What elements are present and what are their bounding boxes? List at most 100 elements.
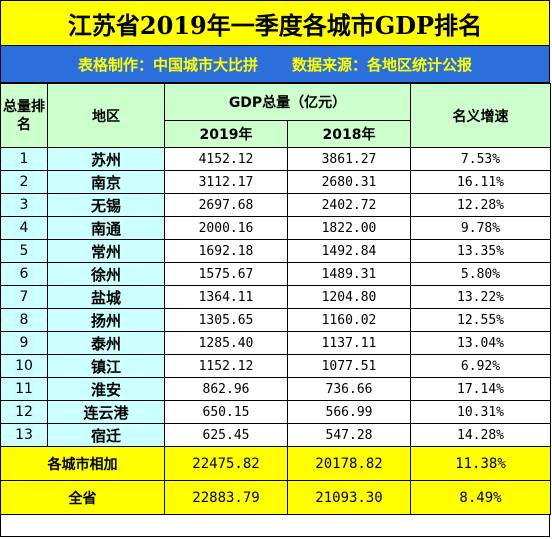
city-cell: 徐州 <box>47 262 165 286</box>
data-source-credit: 数据来源：各地区统计公报 <box>292 55 473 74</box>
growth-cell: 10.31% <box>410 400 551 424</box>
year-2018-header: 2018年 <box>287 120 411 148</box>
total-2019-cell: 22883.79 <box>164 480 288 515</box>
city-cell: 常州 <box>47 239 165 263</box>
city-cell: 泰州 <box>47 331 165 355</box>
table-row: 8 扬州 1305.65 1160.02 12.55% <box>0 308 551 332</box>
gdp-2018-cell: 566.99 <box>287 400 411 424</box>
gdp-2019-cell: 4152.12 <box>164 147 288 171</box>
city-cell: 淮安 <box>47 377 165 401</box>
total-2019-cell: 22475.82 <box>164 446 288 481</box>
subtitle-bar: 表格制作：中国城市大比拼 数据来源：各地区统计公报 <box>1 46 549 83</box>
total-growth-cell: 11.38% <box>410 446 551 481</box>
gdp-2018-cell: 1137.11 <box>287 331 411 355</box>
rank-cell: 12 <box>0 400 48 424</box>
gdp-2018-cell: 1160.02 <box>287 308 411 332</box>
gdp-ranking-table: 总量排名 地区 GDP总量（亿元） 名义增速 2019年 2018年 1 苏州 41… <box>0 83 551 515</box>
gdp-2019-cell: 1575.67 <box>164 262 288 286</box>
rank-cell: 7 <box>0 285 48 309</box>
gdp-2018-cell: 1492.84 <box>287 239 411 263</box>
table-row: 9 泰州 1285.40 1137.11 13.04% <box>0 331 551 355</box>
growth-cell: 5.80% <box>410 262 551 286</box>
gdp-2018-cell: 1822.00 <box>287 216 411 240</box>
growth-cell: 6.92% <box>410 354 551 378</box>
gdp-2018-cell: 547.28 <box>287 423 411 447</box>
growth-cell: 16.11% <box>410 170 551 194</box>
rank-cell: 3 <box>0 193 48 217</box>
header-subrow: 2019年 2018年 <box>1 120 551 148</box>
region-header: 地区 <box>47 83 165 148</box>
gdp-2019-cell: 1364.11 <box>164 285 288 309</box>
rank-cell: 9 <box>0 331 48 355</box>
year-2019-header: 2019年 <box>164 120 288 148</box>
gdp-2019-cell: 862.96 <box>164 377 288 401</box>
gdp-2018-cell: 1204.80 <box>287 285 411 309</box>
gdp-2018-cell: 3861.27 <box>287 147 411 171</box>
table-row: 11 淮安 862.96 736.66 17.14% <box>0 377 551 401</box>
city-cell: 南通 <box>47 216 165 240</box>
gdp-2019-cell: 1692.18 <box>164 239 288 263</box>
growth-cell: 13.35% <box>410 239 551 263</box>
table-row: 7 盐城 1364.11 1204.80 13.22% <box>0 285 551 309</box>
growth-cell: 13.04% <box>410 331 551 355</box>
total-row: 全省 22883.79 21093.30 8.49% <box>0 480 551 515</box>
total-label-cell: 全省 <box>0 480 165 515</box>
table-row: 1 苏州 4152.12 3861.27 7.53% <box>0 147 551 171</box>
table-maker-credit: 表格制作：中国城市大比拼 <box>77 55 258 74</box>
growth-cell: 14.28% <box>410 423 551 447</box>
gdp-2019-cell: 1152.12 <box>164 354 288 378</box>
city-cell: 扬州 <box>47 308 165 332</box>
growth-header: 名义增速 <box>410 83 551 148</box>
gdp-2019-cell: 625.45 <box>164 423 288 447</box>
gdp-2018-cell: 2680.31 <box>287 170 411 194</box>
total-2018-cell: 20178.82 <box>287 446 411 481</box>
table-row: 12 连云港 650.15 566.99 10.31% <box>0 400 551 424</box>
gdp-2019-cell: 3112.17 <box>164 170 288 194</box>
gdp-group-header: GDP总量（亿元） <box>164 83 411 121</box>
table-row: 5 常州 1692.18 1492.84 13.35% <box>0 239 551 263</box>
growth-cell: 12.55% <box>410 308 551 332</box>
city-cell: 苏州 <box>47 147 165 171</box>
total-row: 各城市相加 22475.82 20178.82 11.38% <box>0 446 551 481</box>
growth-cell: 7.53% <box>410 147 551 171</box>
city-cell: 盐城 <box>47 285 165 309</box>
gdp-2018-cell: 1077.51 <box>287 354 411 378</box>
city-cell: 镇江 <box>47 354 165 378</box>
gdp-2018-cell: 736.66 <box>287 377 411 401</box>
gdp-2018-cell: 1489.31 <box>287 262 411 286</box>
table-row: 10 镇江 1152.12 1077.51 6.92% <box>0 354 551 378</box>
total-label-cell: 各城市相加 <box>0 446 165 481</box>
rank-cell: 2 <box>0 170 48 194</box>
table-row: 13 宿迁 625.45 547.28 14.28% <box>0 423 551 447</box>
table-row: 6 徐州 1575.67 1489.31 5.80% <box>0 262 551 286</box>
table-row: 2 南京 3112.17 2680.31 16.11% <box>0 170 551 194</box>
gdp-2019-cell: 650.15 <box>164 400 288 424</box>
growth-cell: 13.22% <box>410 285 551 309</box>
table-row: 4 南通 2000.16 1822.00 9.78% <box>0 216 551 240</box>
gdp-2019-cell: 1305.65 <box>164 308 288 332</box>
rank-header: 总量排名 <box>0 83 48 148</box>
rank-cell: 5 <box>0 239 48 263</box>
rank-cell: 10 <box>0 354 48 378</box>
rank-cell: 1 <box>0 147 48 171</box>
city-cell: 宿迁 <box>47 423 165 447</box>
growth-cell: 12.28% <box>410 193 551 217</box>
city-cell: 南京 <box>47 170 165 194</box>
city-cell: 无锡 <box>47 193 165 217</box>
rank-cell: 4 <box>0 216 48 240</box>
table-row: 3 无锡 2697.68 2402.72 12.28% <box>0 193 551 217</box>
gdp-2019-cell: 2000.16 <box>164 216 288 240</box>
growth-cell: 17.14% <box>410 377 551 401</box>
gdp-2018-cell: 2402.72 <box>287 193 411 217</box>
city-cell: 连云港 <box>47 400 165 424</box>
gdp-2019-cell: 2697.68 <box>164 193 288 217</box>
gdp-2019-cell: 1285.40 <box>164 331 288 355</box>
total-2018-cell: 21093.30 <box>287 480 411 515</box>
table-title: 江苏省2019年一季度各城市GDP排名 <box>1 1 549 46</box>
growth-cell: 9.78% <box>410 216 551 240</box>
rank-cell: 6 <box>0 262 48 286</box>
header-row: 总量排名 地区 GDP总量（亿元） 名义增速 <box>0 83 551 148</box>
rank-cell: 8 <box>0 308 48 332</box>
total-growth-cell: 8.49% <box>410 480 551 515</box>
